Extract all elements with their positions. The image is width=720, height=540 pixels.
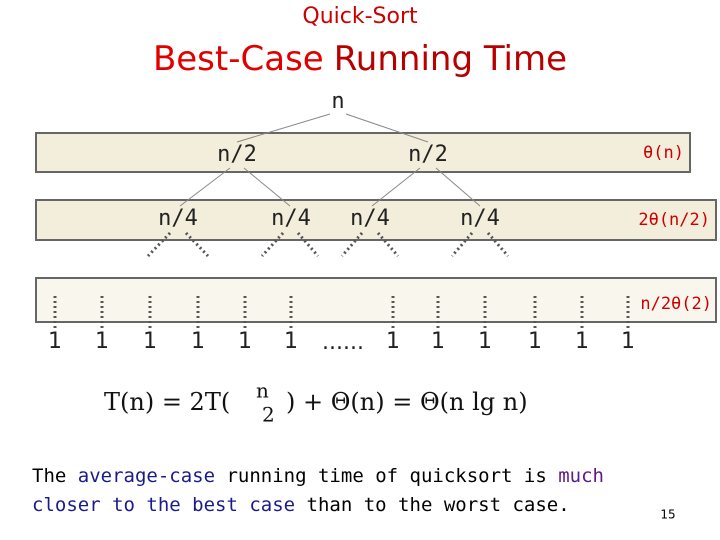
tree-node: n/4	[158, 206, 198, 231]
tree-node: n	[331, 89, 344, 114]
row-cost: n/2θ(2)	[640, 294, 712, 314]
row-cost: 2θ(n/2)	[638, 210, 710, 230]
leaf: 1	[478, 329, 492, 354]
text: than to the worst case.	[295, 494, 570, 516]
text: The	[32, 465, 78, 487]
level-band	[35, 277, 717, 323]
paragraph: closer to the best case than to the wors…	[32, 494, 570, 516]
page-number: 15	[660, 508, 675, 522]
leaf: 1	[431, 329, 445, 354]
emphasis: average-case	[78, 465, 215, 487]
level-band	[35, 199, 717, 241]
title-part: Running Time	[334, 39, 567, 79]
subtitle: Quick-Sort	[302, 4, 418, 29]
tree-node: n/4	[460, 206, 500, 231]
leaves: 1 1 1 1 1 1 1 1 1 1 1 1	[48, 296, 635, 354]
leaf: 1	[575, 329, 589, 354]
formula-denominator: 2	[262, 403, 275, 427]
title: Best-Case Running Time	[153, 39, 567, 79]
paragraph: The average-case running time of quickso…	[32, 465, 604, 487]
leaf: 1	[238, 329, 252, 354]
level-band	[35, 132, 691, 173]
ellipsis: ......	[322, 330, 364, 355]
row-cost: θ(n)	[643, 143, 684, 163]
formula-part: ) + Θ(n) = Θ(n lg n)	[286, 388, 528, 416]
tree-edges	[146, 113, 510, 258]
leaf: 1	[48, 329, 62, 354]
emphasis: much	[558, 465, 604, 487]
tree-node: n/2	[217, 142, 257, 167]
tree-node: n/4	[271, 206, 311, 231]
title-part: Best-Case	[153, 39, 324, 79]
leaf: 1	[143, 329, 157, 354]
leaf: 1	[191, 329, 205, 354]
formula: T(n) = 2T(	[104, 388, 230, 416]
tree-node: n/4	[350, 206, 390, 231]
text: running time of quicksort is	[215, 465, 558, 487]
leaf: 1	[284, 329, 298, 354]
emphasis: closer to the best case	[32, 494, 295, 516]
formula: ) + Θ(n) = Θ(n lg n)	[286, 388, 528, 416]
formula-numerator: n	[256, 379, 269, 403]
leaf: 1	[528, 329, 542, 354]
formula-part: T(n) = 2T(	[104, 388, 230, 416]
leaf: 1	[95, 329, 109, 354]
tree-node: n/2	[408, 142, 448, 167]
leaf: 1	[386, 329, 400, 354]
leaf: 1	[621, 329, 635, 354]
